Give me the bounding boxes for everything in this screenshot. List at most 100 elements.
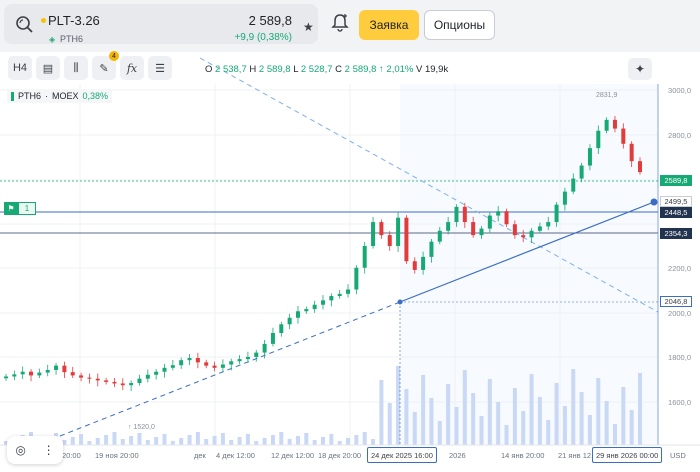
candle-body [70,372,75,376]
candle-body [387,235,392,246]
candle-body [145,374,150,379]
time-tick: дек [194,451,206,460]
settings-sliders-icon[interactable]: ☰ [148,56,172,80]
volume-bar [137,433,142,445]
volume-bar [596,378,601,445]
candle-body [504,211,509,225]
time-tick: 2026 [449,451,466,460]
trendline-solid[interactable] [399,201,655,303]
price-marker-2354: 2354,3 [660,228,692,239]
ticker-status-dot [41,18,46,23]
candle-body [346,289,351,294]
candle-body [362,246,367,268]
candle-body [462,206,467,223]
time-range-selection[interactable] [400,84,658,445]
volume-bar [587,415,592,445]
order-button[interactable]: Заявка [359,10,419,40]
search-icon[interactable] [15,15,35,35]
time-tick: 14 янв 20:00 [501,451,545,460]
volume-bar [329,434,334,445]
volume-bar [129,436,134,445]
indicators-label: fx [126,61,138,75]
bell-alert-icon[interactable] [331,12,349,32]
candle-body [537,226,542,231]
volume-bar [529,374,534,445]
volume-bar [312,440,317,445]
volume-bar [337,441,342,445]
time-range-end-box[interactable]: 29 янв 2026 00:00 [592,447,663,463]
price-marker-2046: 2046,8 [660,296,692,307]
volume-bar [612,424,617,445]
volume-bar [295,436,300,445]
trendline-dashed-upper[interactable] [199,57,659,313]
top-bar: PLT-3.26 ◈ PTH6 2 589,8 +9,9 (0,38%) ★ З… [0,0,700,50]
trendline-handle-end[interactable] [650,198,658,206]
series-legend[interactable]: PTH6 · MOEX 0,38% [7,89,113,103]
candles-icon[interactable]: ⫼ [64,56,88,80]
volume-bar [87,441,92,445]
timeframe-button[interactable]: H4 [8,56,32,80]
candle-body [371,222,376,246]
candle-body [62,365,67,373]
more-options-icon[interactable]: ⋮ [42,443,55,457]
ticker-subname: PTH6 [60,34,84,44]
candle-body [245,356,250,360]
volume-bar [112,432,117,445]
price-tick: 2200,0 [668,264,691,273]
chart-type-icon[interactable]: ▤ [36,56,60,80]
candle-body [54,365,59,370]
volume-bar [487,379,492,445]
candle-body [329,296,334,301]
candle-body [446,222,451,231]
candle-body [162,367,167,372]
volume-bar [437,421,442,445]
volume-bar [104,435,109,445]
volume-bar [4,441,8,445]
ai-sparkle-icon[interactable]: ✦ [628,58,652,80]
candle-body [37,372,42,376]
options-button[interactable]: Опционы [424,10,495,40]
candle-body [596,130,601,149]
candle-body [379,222,384,236]
volume-bar [170,441,175,445]
volume-bar [604,401,609,445]
candle-body [587,148,592,166]
drawing-tools-icon[interactable]: ✎ 4 [92,51,119,80]
chart-grid [0,84,658,445]
candle-body [471,222,476,236]
candle-body [571,178,576,192]
volume-bar [287,439,292,445]
trendline-dashed-lower[interactable] [59,301,401,437]
volume-bar [421,375,426,445]
layers-icon[interactable]: ◎ [15,443,26,457]
volume-bar [95,438,100,445]
indicators-button[interactable]: fx [120,56,144,80]
volume-bar [145,440,150,445]
time-range-start-box[interactable]: 24 дек 2025 16:00 [367,447,437,463]
volume-bar [562,406,567,445]
candle-body [512,224,517,236]
volume-bar [229,440,234,445]
exchange-icon: ◈ [49,35,56,44]
candle-body [262,343,267,353]
ohlc-h-label: H [249,64,257,75]
candle-body [179,360,184,366]
volume-bar [270,435,275,445]
volume-bar [262,438,267,445]
volume-bar [412,412,417,445]
volume-bars [4,366,642,445]
candle-body [295,311,300,318]
volume-bar [554,383,559,445]
candle-body [45,369,50,373]
candle-body [29,371,34,376]
candle-body [220,364,225,368]
currency-label: USD [670,451,686,460]
price-tick: 2800,0 [668,131,691,140]
ticker-card[interactable]: PLT-3.26 ◈ PTH6 2 589,8 +9,9 (0,38%) ★ [4,4,318,44]
volume-bar [79,434,84,445]
alert-flag[interactable]: ⚑ 1 [4,202,36,215]
volume-bar [62,440,67,445]
volume-bar [462,370,467,445]
favorite-star-icon[interactable]: ★ [303,20,314,34]
